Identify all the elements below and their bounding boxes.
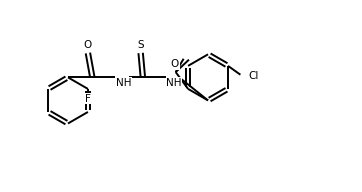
Text: S: S (137, 40, 144, 50)
Text: O: O (171, 59, 179, 69)
Text: O: O (84, 40, 92, 50)
Text: NH: NH (115, 78, 131, 88)
Text: NH: NH (166, 78, 182, 88)
Text: F: F (85, 94, 91, 104)
Text: Cl: Cl (248, 71, 259, 81)
